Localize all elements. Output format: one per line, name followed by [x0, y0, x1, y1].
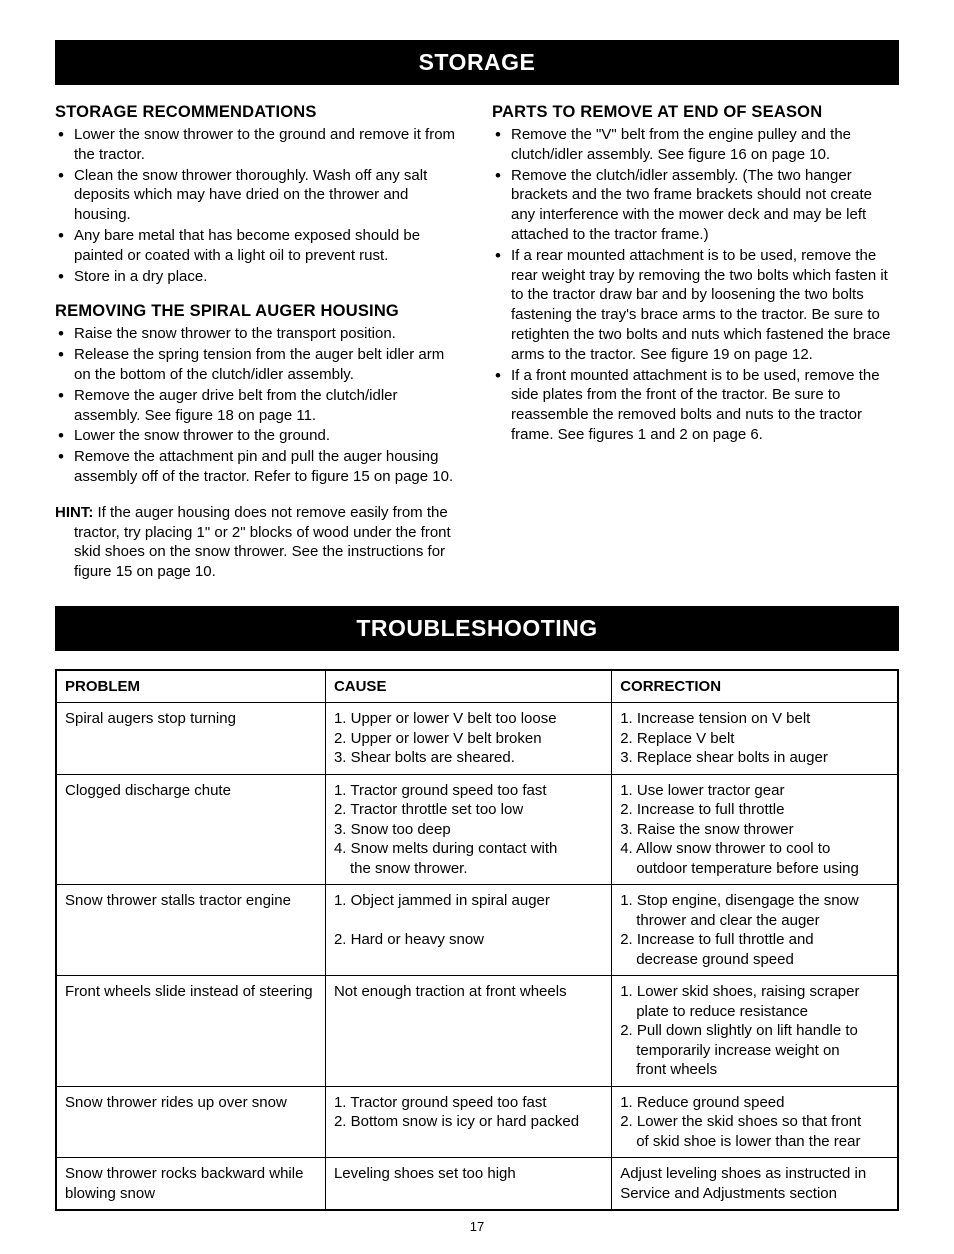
table-row: Snow thrower stalls tractor engine1. Obj…: [56, 885, 898, 976]
td-correction: 1. Use lower tractor gear2. Increase to …: [612, 774, 898, 885]
td-correction: Adjust leveling shoes as instructed in S…: [612, 1158, 898, 1211]
table-header-row: PROBLEM CAUSE CORRECTION: [56, 670, 898, 703]
parts-list: Remove the "V" belt from the engine pull…: [492, 125, 899, 445]
td-problem: Snow thrower stalls tractor engine: [56, 885, 325, 976]
list-item: Any bare metal that has become exposed s…: [55, 226, 462, 266]
td-problem: Snow thrower rides up over snow: [56, 1086, 325, 1158]
list-item: If a rear mounted attachment is to be us…: [492, 246, 899, 365]
td-correction: 1. Stop engine, disengage the snowthrowe…: [612, 885, 898, 976]
removing-list: Raise the snow thrower to the transport …: [55, 324, 462, 486]
td-correction: 1. Increase tension on V belt2. Replace …: [612, 703, 898, 775]
table-body: Spiral augers stop turning1. Upper or lo…: [56, 703, 898, 1211]
list-item: Release the spring tension from the auge…: [55, 345, 462, 385]
td-correction: 1. Reduce ground speed2. Lower the skid …: [612, 1086, 898, 1158]
td-cause: 1. Upper or lower V belt too loose2. Upp…: [325, 703, 611, 775]
list-item: Lower the snow thrower to the ground.: [55, 426, 462, 446]
th-correction: CORRECTION: [612, 670, 898, 703]
td-cause: Not enough traction at front wheels: [325, 976, 611, 1087]
list-item: Store in a dry place.: [55, 267, 462, 287]
list-item: If a front mounted attachment is to be u…: [492, 366, 899, 445]
left-column: STORAGE RECOMMENDATIONS Lower the snow t…: [55, 103, 462, 582]
table-row: Spiral augers stop turning1. Upper or lo…: [56, 703, 898, 775]
right-column: PARTS TO REMOVE AT END OF SEASON Remove …: [492, 103, 899, 582]
removing-title: REMOVING THE SPIRAL AUGER HOUSING: [55, 302, 462, 321]
td-problem: Spiral augers stop turning: [56, 703, 325, 775]
table-row: Front wheels slide instead of steeringNo…: [56, 976, 898, 1087]
td-cause: 1. Tractor ground speed too fast2. Tract…: [325, 774, 611, 885]
table-row: Clogged discharge chute1. Tractor ground…: [56, 774, 898, 885]
td-cause: 1. Object jammed in spiral auger 2. Hard…: [325, 885, 611, 976]
troubleshooting-banner: TROUBLESHOOTING: [55, 606, 899, 651]
list-item: Clean the snow thrower thoroughly. Wash …: [55, 166, 462, 225]
list-item: Remove the auger drive belt from the clu…: [55, 386, 462, 426]
list-item: Remove the attachment pin and pull the a…: [55, 447, 462, 487]
list-item: Remove the clutch/idler assembly. (The t…: [492, 166, 899, 245]
page-number: 17: [55, 1219, 899, 1234]
storage-banner: STORAGE: [55, 40, 899, 85]
parts-title: PARTS TO REMOVE AT END OF SEASON: [492, 103, 899, 122]
table-row: Snow thrower rocks backward while blowin…: [56, 1158, 898, 1211]
list-item: Raise the snow thrower to the transport …: [55, 324, 462, 344]
table-row: Snow thrower rides up over snow1. Tracto…: [56, 1086, 898, 1158]
list-item: Remove the "V" belt from the engine pull…: [492, 125, 899, 165]
hint-paragraph: HINT: If the auger housing does not remo…: [55, 503, 462, 582]
th-problem: PROBLEM: [56, 670, 325, 703]
td-problem: Clogged discharge chute: [56, 774, 325, 885]
storage-rec-title: STORAGE RECOMMENDATIONS: [55, 103, 462, 122]
content-columns: STORAGE RECOMMENDATIONS Lower the snow t…: [55, 103, 899, 582]
hint-label: HINT:: [55, 504, 93, 521]
hint-text: If the auger housing does not remove eas…: [74, 504, 451, 580]
td-correction: 1. Lower skid shoes, raising scraperplat…: [612, 976, 898, 1087]
td-problem: Front wheels slide instead of steering: [56, 976, 325, 1087]
th-cause: CAUSE: [325, 670, 611, 703]
troubleshooting-table: PROBLEM CAUSE CORRECTION Spiral augers s…: [55, 669, 899, 1212]
td-problem: Snow thrower rocks backward while blowin…: [56, 1158, 325, 1211]
td-cause: 1. Tractor ground speed too fast2. Botto…: [325, 1086, 611, 1158]
list-item: Lower the snow thrower to the ground and…: [55, 125, 462, 165]
storage-rec-list: Lower the snow thrower to the ground and…: [55, 125, 462, 286]
manual-page: STORAGE STORAGE RECOMMENDATIONS Lower th…: [0, 0, 954, 1254]
td-cause: Leveling shoes set too high: [325, 1158, 611, 1211]
